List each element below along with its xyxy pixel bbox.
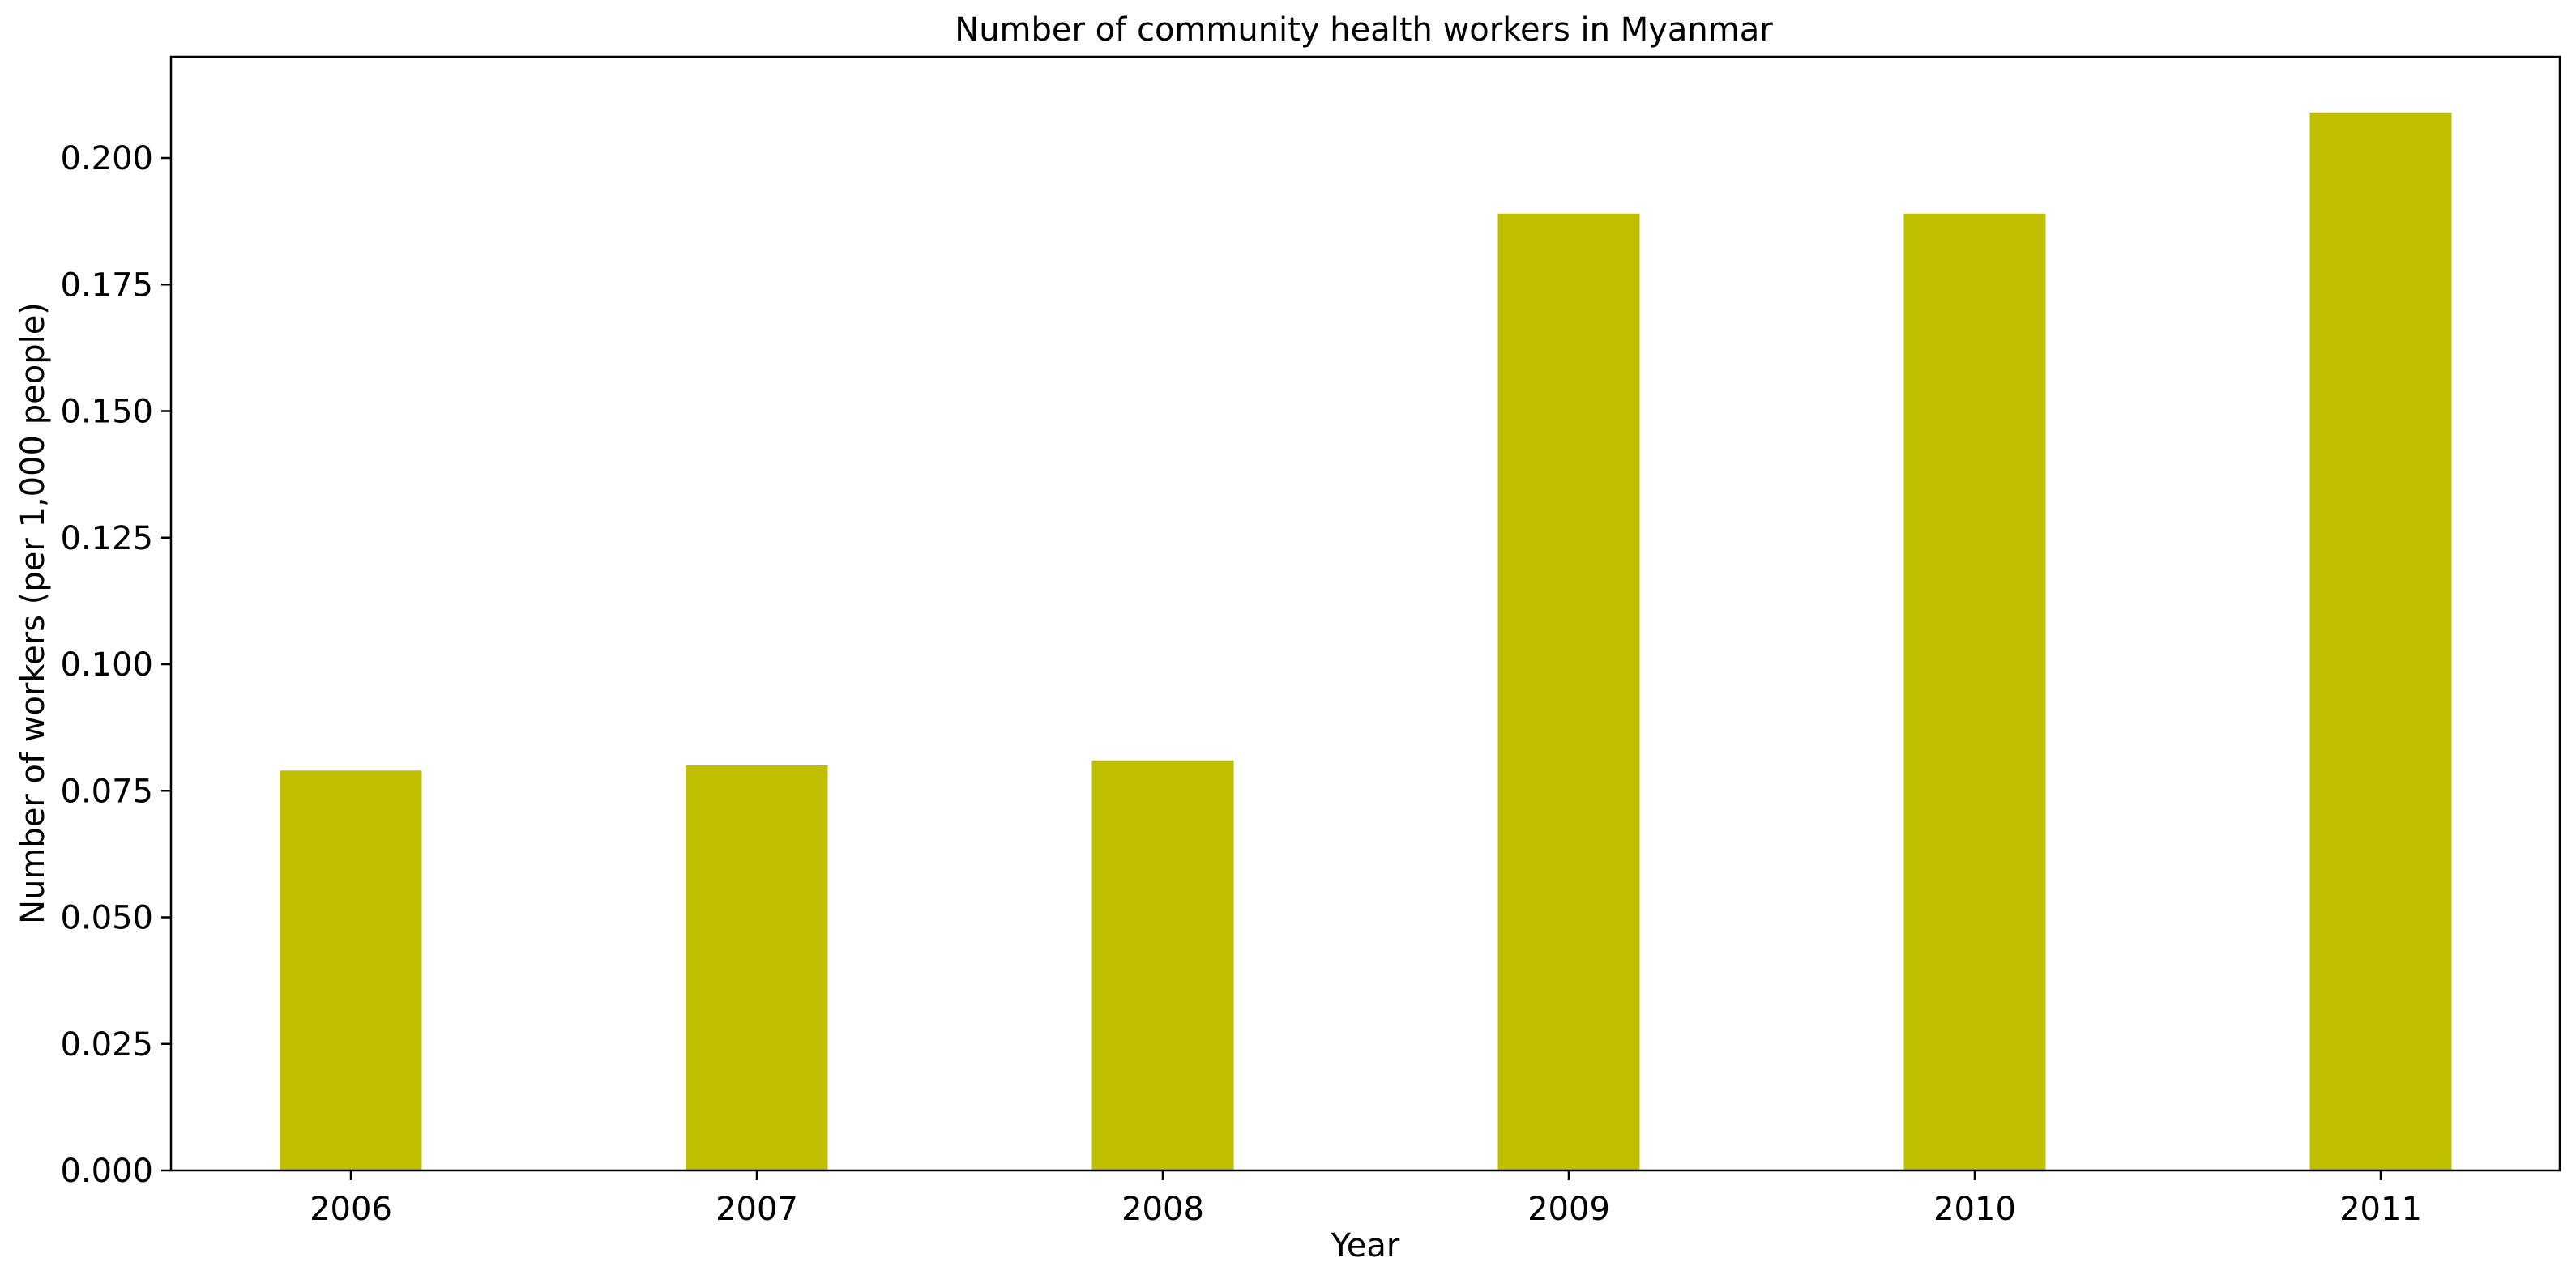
bar-2006 [280, 770, 422, 1170]
bar-2011 [2309, 112, 2452, 1170]
y-tick-label: 0.175 [60, 266, 153, 304]
x-tick-label: 2011 [2339, 1191, 2422, 1228]
x-tick-label: 2010 [1933, 1191, 2016, 1228]
bar-2009 [1497, 213, 1640, 1170]
y-tick-label: 0.025 [60, 1026, 153, 1064]
x-tick-label: 2007 [716, 1191, 798, 1228]
y-tick-label: 0.075 [60, 773, 153, 810]
bars-group [280, 112, 2452, 1170]
y-tick-label: 0.200 [60, 140, 153, 177]
x-axis-label: Year [1331, 1227, 1400, 1264]
x-tick-label: 2006 [310, 1191, 392, 1228]
y-axis-ticks: 0.000 0.025 0.050 0.075 0.100 0.125 0.150 0.175… [60, 140, 171, 1190]
y-tick-label: 0.125 [60, 520, 153, 557]
y-tick-label: 0.100 [60, 646, 153, 684]
y-tick-label: 0.000 [60, 1153, 153, 1190]
x-tick-label: 2009 [1527, 1191, 1610, 1228]
bar-2010 [1903, 213, 2046, 1170]
y-tick-label: 0.050 [60, 900, 153, 937]
bar-2008 [1091, 760, 1234, 1170]
chart-title: Number of community health workers in My… [955, 11, 1773, 49]
plot-frame [169, 55, 2561, 1172]
x-tick-label: 2008 [1121, 1191, 1204, 1228]
y-tick-label: 0.150 [60, 394, 153, 431]
y-axis-label: Number of workers (per 1,000 people) [15, 302, 52, 924]
x-axis-ticks: 2006 2007 2008 2009 2010 2011 [310, 1170, 2422, 1228]
bar-2007 [686, 765, 828, 1170]
